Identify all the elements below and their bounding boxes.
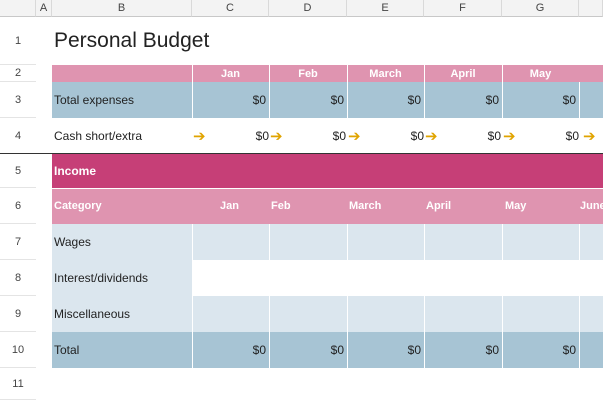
cash-short-extra-label[interactable]: Cash short/extra — [54, 129, 143, 143]
section-divider — [0, 153, 603, 154]
column-header-next[interactable] — [579, 0, 603, 17]
income-category-wages[interactable]: Wages — [54, 235, 91, 249]
cash-may[interactable]: $0 — [565, 129, 579, 143]
income-total-may[interactable]: $0 — [562, 343, 576, 357]
arrow-right-icon: ➔ — [425, 128, 438, 145]
income-row-interest — [52, 260, 603, 296]
row-header-2[interactable]: 2 — [0, 65, 36, 82]
column-header-c[interactable]: C — [192, 0, 269, 17]
income-total-feb[interactable]: $0 — [330, 343, 344, 357]
total-expenses-march[interactable]: $0 — [407, 93, 421, 107]
income-section-band — [52, 154, 603, 188]
cash-feb[interactable]: $0 — [332, 129, 346, 143]
summary-month-april[interactable]: April — [450, 67, 476, 80]
income-month-june[interactable]: June — [580, 200, 603, 212]
arrow-right-icon: ➔ — [270, 128, 283, 145]
summary-month-march[interactable]: March — [369, 67, 402, 80]
arrow-right-icon: ➔ — [193, 128, 206, 145]
income-category-header[interactable]: Category — [54, 200, 102, 212]
column-header-g[interactable]: G — [502, 0, 579, 17]
income-month-jan[interactable]: Jan — [220, 200, 239, 212]
row-header-6[interactable]: 6 — [0, 188, 36, 224]
column-header-d[interactable]: D — [269, 0, 347, 17]
row-header-4[interactable]: 4 — [0, 118, 36, 154]
total-expenses-row — [52, 82, 603, 118]
income-total-label[interactable]: Total — [54, 343, 80, 357]
income-total-april[interactable]: $0 — [485, 343, 499, 357]
cash-march[interactable]: $0 — [410, 129, 424, 143]
income-row-misc — [52, 296, 603, 332]
total-expenses-feb[interactable]: $0 — [330, 93, 344, 107]
income-month-feb[interactable]: Feb — [271, 200, 291, 212]
income-section-label[interactable]: Income — [54, 164, 97, 178]
row-header-5[interactable]: 5 — [0, 154, 36, 188]
total-expenses-label[interactable]: Total expenses — [54, 93, 135, 107]
income-total-jan[interactable]: $0 — [252, 343, 266, 357]
total-expenses-may[interactable]: $0 — [562, 93, 576, 107]
select-all-corner[interactable] — [0, 0, 36, 17]
arrow-right-icon: ➔ — [503, 128, 516, 145]
total-expenses-april[interactable]: $0 — [485, 93, 499, 107]
income-total-march[interactable]: $0 — [407, 343, 421, 357]
page-title[interactable]: Personal Budget — [54, 29, 210, 52]
summary-month-jan[interactable]: Jan — [221, 67, 240, 80]
income-header-band — [52, 188, 603, 224]
income-category-interest[interactable]: Interest/dividends — [54, 271, 149, 285]
row-header-8[interactable]: 8 — [0, 260, 36, 296]
column-header-f[interactable]: F — [424, 0, 502, 17]
income-total-row — [52, 332, 603, 368]
arrow-right-icon: ➔ — [348, 128, 361, 145]
income-month-march[interactable]: March — [349, 200, 382, 212]
income-row-wages — [52, 224, 603, 260]
row-header-3[interactable]: 3 — [0, 82, 36, 118]
column-header-e[interactable]: E — [347, 0, 424, 17]
cash-jan[interactable]: $0 — [255, 129, 269, 143]
income-month-april[interactable]: April — [426, 200, 452, 212]
row-header-10[interactable]: 10 — [0, 332, 36, 368]
row-header-9[interactable]: 9 — [0, 296, 36, 332]
summary-month-may[interactable]: May — [529, 67, 552, 80]
cash-april[interactable]: $0 — [487, 129, 501, 143]
income-month-may[interactable]: May — [505, 200, 527, 212]
row-header-7[interactable]: 7 — [0, 224, 36, 260]
column-header-a[interactable]: A — [36, 0, 52, 17]
row-header-1[interactable]: 1 — [0, 17, 36, 65]
arrow-right-icon: ➔ — [583, 128, 596, 145]
income-category-misc[interactable]: Miscellaneous — [54, 307, 131, 321]
row-header-11[interactable]: 11 — [0, 368, 36, 400]
total-expenses-jan[interactable]: $0 — [252, 93, 266, 107]
summary-month-feb[interactable]: Feb — [298, 67, 318, 80]
summary-month-header-band — [52, 65, 603, 82]
column-header-b[interactable]: B — [52, 0, 192, 17]
